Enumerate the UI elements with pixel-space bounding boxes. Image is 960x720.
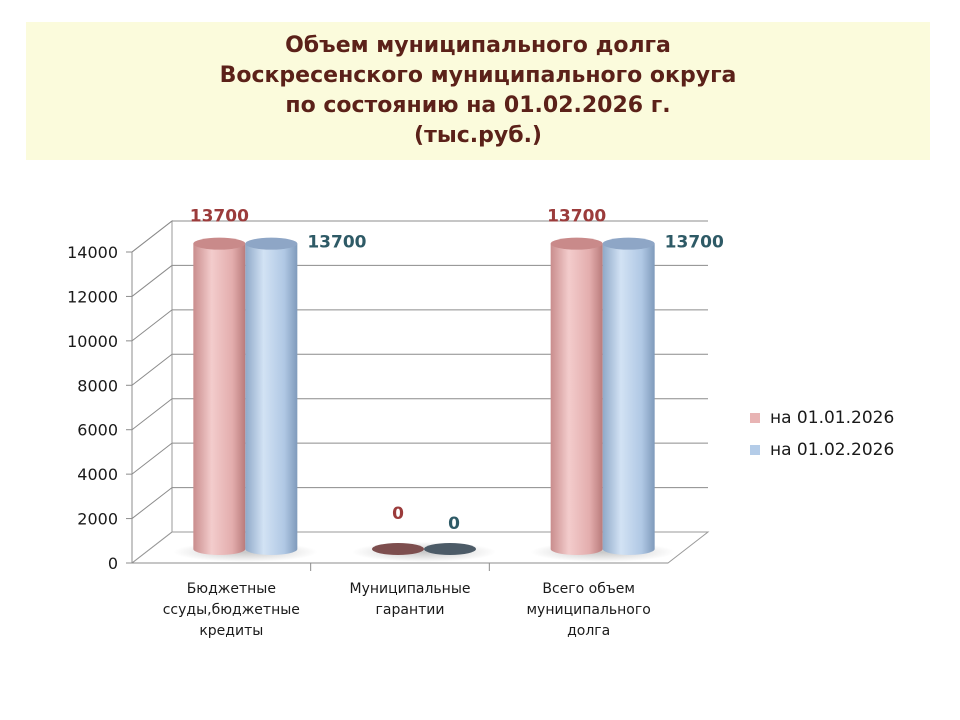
gridline — [131, 264, 708, 297]
category-label-3: муниципального — [527, 602, 651, 618]
y-tick-label: 14000 — [67, 243, 118, 262]
bar-1-2 — [372, 543, 424, 555]
category-label-3: Всего объем — [542, 581, 635, 597]
category-label-1: Бюджетные — [187, 581, 276, 597]
legend-item-series-2: на 01.02.2026 — [750, 434, 894, 466]
category-label-2: Муниципальные — [350, 581, 471, 597]
category-label-3: долга — [567, 623, 610, 639]
data-label-1-3: 13700 — [547, 207, 606, 227]
bar-top-2-1 — [245, 237, 298, 250]
chart-title-line-1: Объем муниципального долга — [285, 33, 671, 58]
data-label-2-2: 0 — [448, 514, 460, 534]
bar-2-3 — [602, 243, 655, 555]
gridline — [131, 309, 708, 342]
gridline — [131, 442, 708, 475]
gridline — [131, 398, 708, 431]
chart-title-line-4: (тыс.руб.) — [414, 123, 542, 148]
legend-item-series-1: на 01.01.2026 — [750, 402, 894, 434]
y-tick-label: 8000 — [77, 376, 118, 395]
legend-label-series-1: на 01.01.2026 — [770, 408, 895, 428]
y-tick-label: 10000 — [67, 332, 118, 351]
bar-2-1 — [245, 243, 298, 555]
chart-title-line-2: Воскресенского муниципального округа — [219, 63, 737, 88]
data-label-2-3: 13700 — [665, 233, 724, 253]
gridlines — [131, 220, 708, 519]
bars — [193, 237, 655, 555]
y-tick-label: 0 — [108, 554, 118, 573]
bar-shadow — [352, 542, 496, 562]
gridline — [131, 487, 708, 519]
gridline — [131, 353, 708, 386]
chart-title-line-3: по состоянию на 01.02.2026 г. — [285, 93, 671, 118]
legend-label-series-2: на 01.02.2026 — [770, 440, 895, 460]
gridline — [131, 220, 708, 253]
data-label-1-2: 0 — [392, 504, 404, 524]
bar-top-2-3 — [602, 237, 655, 250]
left-wall — [131, 219, 173, 564]
y-axis-ticks: 0 2000 4000 6000 8000 10000 12000 14000 — [67, 243, 668, 573]
y-tick-label: 2000 — [77, 510, 118, 529]
data-label-1-1: 13700 — [190, 207, 249, 227]
legend: на 01.01.2026 на 01.02.2026 — [750, 402, 894, 466]
y-tick-label: 6000 — [77, 421, 118, 440]
category-label-1: кредиты — [199, 623, 263, 639]
title-box: Объем муниципального долга Воскресенског… — [26, 22, 930, 160]
legend-swatch-series-2 — [750, 445, 760, 455]
category-label-2: гарантии — [376, 602, 445, 618]
category-label-1: ссуды,бюджетные — [163, 602, 300, 618]
bar-2-2 — [424, 543, 476, 555]
y-tick-label: 12000 — [67, 287, 118, 306]
data-labels: 13700 13700 0 0 13700 13700 — [190, 207, 724, 534]
bar-1-1 — [193, 243, 246, 555]
y-tick-label: 4000 — [77, 465, 118, 484]
data-label-2-1: 13700 — [307, 233, 366, 253]
bar-1-3 — [550, 243, 603, 555]
x-axis-labels: Бюджетные ссуды,бюджетные кредиты Муниципал… — [163, 581, 651, 639]
bar-top-1-3 — [550, 237, 603, 250]
legend-swatch-series-1 — [750, 413, 760, 423]
bar-top-1-1 — [193, 237, 246, 250]
